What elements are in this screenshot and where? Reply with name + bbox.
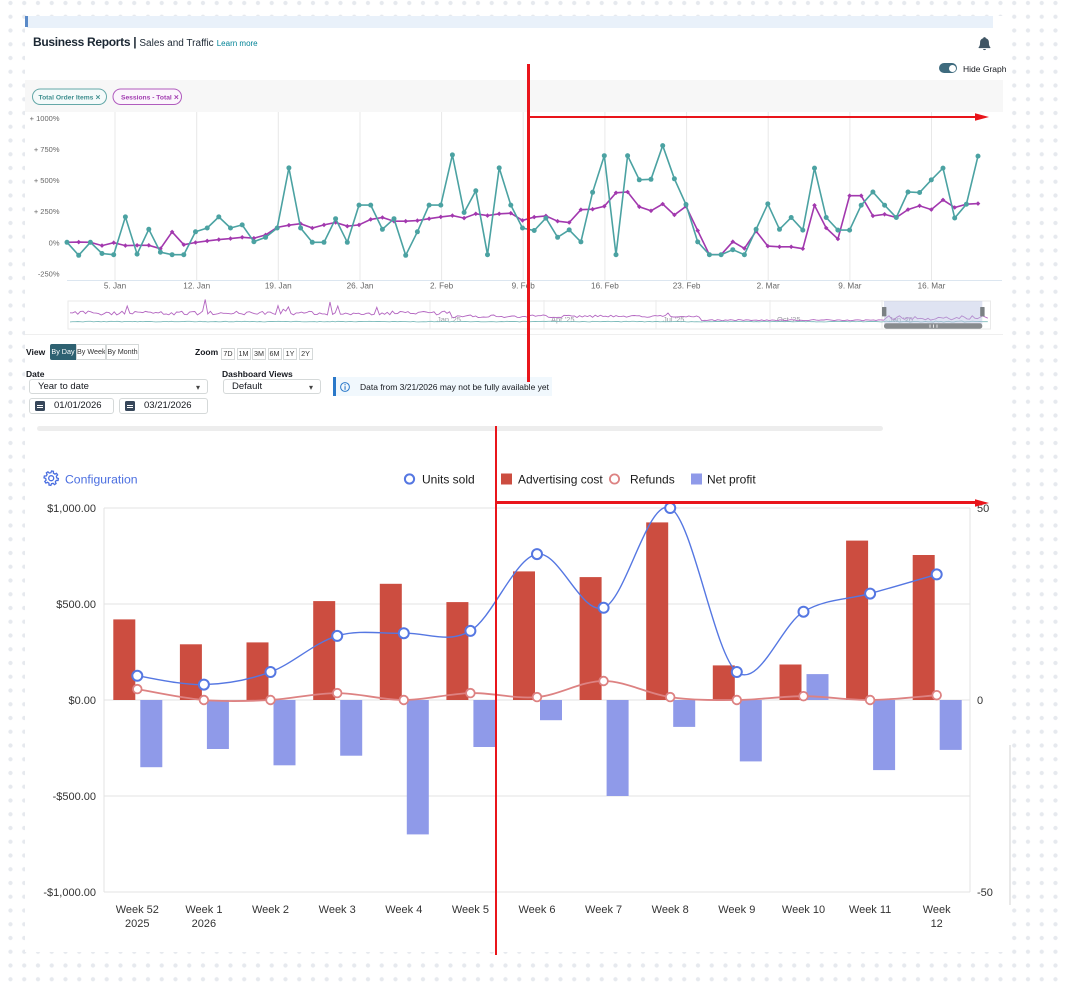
svg-text:Sessions - Total ✕: Sessions - Total ✕ — [121, 94, 180, 101]
svg-text:2. Feb: 2. Feb — [430, 282, 454, 291]
svg-text:Jan '25: Jan '25 — [437, 315, 461, 324]
svg-text:9. Feb: 9. Feb — [512, 282, 536, 291]
svg-text:-250%: -250% — [38, 269, 60, 278]
svg-text:Week 8: Week 8 — [652, 904, 689, 916]
svg-text:Configuration: Configuration — [65, 473, 138, 487]
svg-text:Advertising cost: Advertising cost — [518, 473, 603, 487]
svg-text:Week 7: Week 7 — [585, 904, 622, 916]
svg-text:Units sold: Units sold — [422, 473, 475, 487]
svg-text:Week 4: Week 4 — [385, 904, 422, 916]
svg-text:Total Order Items ✕: Total Order Items ✕ — [39, 94, 102, 101]
svg-text:50: 50 — [977, 503, 989, 515]
svg-text:2026: 2026 — [192, 918, 216, 930]
svg-text:19. Jan: 19. Jan — [265, 282, 292, 291]
svg-text:12. Jan: 12. Jan — [183, 282, 210, 291]
svg-text:Week 10: Week 10 — [782, 904, 825, 916]
svg-text:12: 12 — [931, 918, 943, 930]
svg-text:+ 750%: + 750% — [34, 145, 60, 154]
svg-text:-$1,000.00: -$1,000.00 — [43, 887, 96, 899]
svg-text:26. Jan: 26. Jan — [347, 282, 374, 291]
svg-text:Week: Week — [923, 904, 951, 916]
svg-text:Week 11: Week 11 — [849, 904, 891, 916]
svg-text:Net profit: Net profit — [707, 473, 756, 487]
svg-text:2025: 2025 — [125, 918, 149, 930]
svg-text:9. Mar: 9. Mar — [838, 282, 861, 291]
svg-text:23. Feb: 23. Feb — [673, 282, 701, 291]
svg-text:0: 0 — [977, 695, 983, 707]
svg-text:Jan '26: Jan '26 — [889, 315, 913, 324]
svg-text:Apr '25: Apr '25 — [551, 315, 575, 324]
svg-text:+ 1000%: + 1000% — [30, 114, 60, 123]
svg-text:$1,000.00: $1,000.00 — [47, 503, 96, 515]
svg-text:16. Feb: 16. Feb — [591, 282, 619, 291]
svg-text:Week 5: Week 5 — [452, 904, 489, 916]
svg-text:2. Mar: 2. Mar — [757, 282, 780, 291]
svg-text:Refunds: Refunds — [630, 473, 675, 487]
svg-text:Week 3: Week 3 — [319, 904, 356, 916]
svg-text:Week 9: Week 9 — [718, 904, 755, 916]
svg-text:Week 52: Week 52 — [116, 904, 159, 916]
svg-text:5. Jan: 5. Jan — [104, 282, 127, 291]
svg-text:+ 500%: + 500% — [34, 176, 60, 185]
svg-text:Week 1: Week 1 — [185, 904, 222, 916]
svg-text:$500.00: $500.00 — [56, 599, 96, 611]
svg-text:0%: 0% — [49, 238, 60, 247]
svg-text:-50: -50 — [977, 887, 993, 899]
svg-text:Week 2: Week 2 — [252, 904, 289, 916]
svg-text:$0.00: $0.00 — [68, 695, 96, 707]
svg-text:-$500.00: -$500.00 — [53, 791, 96, 803]
svg-text:+ 250%: + 250% — [34, 207, 60, 216]
svg-text:Oct '25: Oct '25 — [777, 315, 801, 324]
svg-text:Week 6: Week 6 — [518, 904, 555, 916]
svg-text:16. Mar: 16. Mar — [918, 282, 946, 291]
svg-text:Jul '25: Jul '25 — [663, 315, 684, 324]
